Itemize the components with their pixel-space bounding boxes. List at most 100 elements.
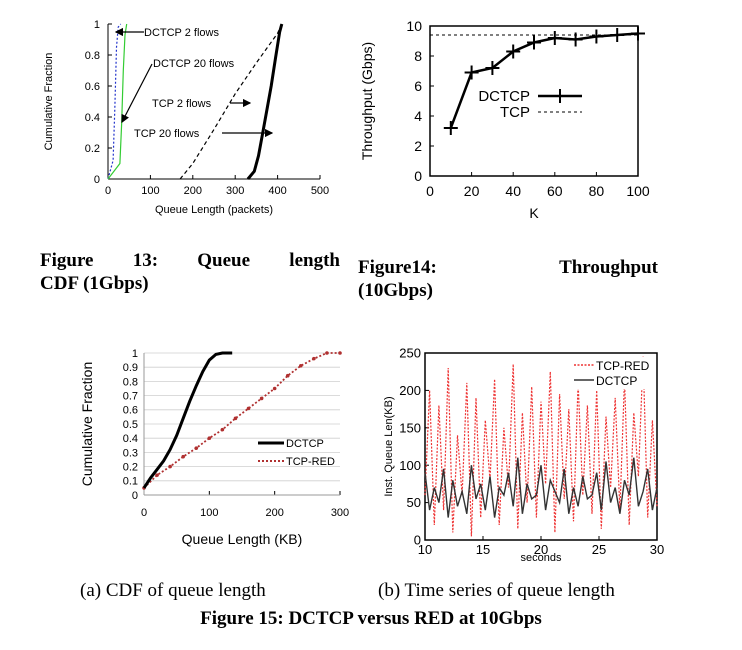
- data-point: [631, 26, 645, 41]
- x-axis-label: K: [529, 205, 539, 221]
- fig13-chart: 0 100 200 300 400 500 0 0.2 0.4 0.6 0.8 1 Queue Leng…: [43, 19, 329, 216]
- data-point: [610, 28, 625, 42]
- fig14-caption-line2: (10Gbps): [358, 280, 433, 301]
- series-line: [424, 356, 658, 537]
- data-point: [259, 396, 264, 401]
- x-tick-label: 300: [226, 185, 244, 197]
- data-point: [527, 35, 541, 50]
- y-tick-label: 0.3: [123, 447, 138, 459]
- legend-marker: [553, 89, 567, 103]
- fig13-caption-word: length: [289, 250, 340, 271]
- x-tick-label: 30: [650, 542, 664, 557]
- y-tick-label: 200: [399, 383, 421, 398]
- y-tick-label: 0.7: [123, 390, 138, 402]
- x-tick-label: 60: [547, 183, 563, 199]
- series-line: [179, 23, 283, 180]
- y-tick-label: 0: [414, 168, 422, 184]
- x-tick-label: 200: [265, 507, 283, 519]
- fig15b-chart: 10 15 20 25 30 0 50 100 150 200 250 seconds Inst. Qu…: [383, 346, 664, 564]
- legend-label: DCTCP: [596, 374, 637, 388]
- fig13-caption-word: Queue: [197, 250, 251, 271]
- data-point: [568, 32, 583, 47]
- y-tick-label: 0: [414, 533, 421, 548]
- y-tick-label: 0.4: [123, 433, 138, 445]
- y-tick-label: 150: [399, 420, 421, 435]
- fig14-caption-word: Throughput: [559, 257, 658, 278]
- x-tick-label: 20: [534, 542, 548, 557]
- fig14-chart: 0 20 40 60 80 100 0 2 4 6 8 10 K Throughput (Gbps) DCT…: [359, 18, 650, 221]
- data-point: [589, 29, 604, 44]
- legend-label: TCP: [500, 104, 530, 121]
- data-point: [181, 454, 185, 459]
- x-axis-label: seconds: [521, 552, 562, 564]
- data-point: [506, 44, 521, 59]
- data-point: [299, 363, 303, 368]
- y-tick-label: 0.4: [85, 112, 100, 124]
- x-tick-label: 200: [184, 185, 202, 197]
- data-point: [464, 65, 479, 80]
- x-tick-label: 0: [105, 185, 111, 197]
- fig14-caption: Figure 14: Throughput (10Gbps): [358, 256, 658, 302]
- y-tick-label: 0: [94, 174, 100, 186]
- annotation-label: TCP 20 flows: [134, 128, 200, 140]
- x-tick-label: 20: [464, 183, 480, 199]
- x-axis-label: Queue Length (packets): [155, 204, 273, 216]
- x-tick-label: 100: [141, 185, 159, 197]
- fig14-caption-word: Figure: [358, 257, 412, 278]
- x-axis-label: Queue Length (KB): [182, 531, 303, 547]
- y-tick-label: 6: [414, 78, 422, 94]
- legend-label: TCP-RED: [286, 456, 335, 468]
- x-tick-label: 400: [268, 185, 286, 197]
- annotation-label: DCTCP 20 flows: [153, 58, 235, 70]
- legend-box: [570, 357, 655, 389]
- legend-label: DCTCP: [286, 438, 324, 450]
- y-tick-label: 0.2: [123, 461, 138, 473]
- annotation-label: DCTCP 2 flows: [144, 27, 219, 39]
- data-point: [168, 464, 172, 469]
- y-tick-label: 8: [414, 48, 422, 64]
- annotation-arrow: [121, 63, 153, 124]
- x-tick-label: 500: [311, 185, 329, 197]
- x-tick-label: 80: [589, 183, 605, 199]
- fig14-caption-word: 14:: [411, 257, 437, 278]
- y-tick-label: 250: [399, 346, 421, 361]
- data-point: [272, 386, 277, 391]
- x-tick-label: 10: [418, 542, 432, 557]
- y-tick-label: 2: [414, 138, 422, 154]
- y-axis-label: Cumulative Fraction: [43, 53, 55, 151]
- plot-frame: [429, 25, 639, 177]
- x-tick-label: 0: [426, 183, 434, 199]
- y-tick-label: 1: [132, 348, 138, 360]
- data-point: [207, 436, 212, 440]
- y-tick-label: 0.1: [123, 476, 138, 488]
- data-point: [246, 406, 251, 411]
- data-point: [155, 473, 159, 477]
- data-point: [285, 373, 290, 378]
- x-tick-label: 25: [592, 542, 606, 557]
- data-point: [220, 427, 225, 432]
- y-tick-label: 0.6: [123, 405, 138, 417]
- data-point: [194, 446, 199, 450]
- fig15a-caption: (a) CDF of queue length: [80, 580, 266, 601]
- x-tick-label: 40: [505, 183, 521, 199]
- fig15a-chart: 0 100 200 300 0 0.1 0.2 0.3 0.4 0.5 0.6 0.7 0.8 0.9 1 Q…: [79, 348, 349, 547]
- fig13-caption-line2: CDF (1Gbps): [40, 273, 149, 294]
- fig13-caption-word: 13:: [132, 250, 159, 271]
- y-tick-label: 0.6: [85, 81, 100, 93]
- y-tick-label: 100: [399, 458, 421, 473]
- fig15-caption: Figure 15: DCTCP versus RED at 10Gbps: [200, 608, 542, 629]
- data-point: [325, 351, 329, 355]
- y-tick-label: 0: [132, 490, 138, 502]
- fig13-caption: Figure 13: Queue length CDF (1Gbps): [40, 249, 340, 295]
- data-point: [485, 61, 500, 75]
- y-axis-label: Inst. Queue Len(KB): [383, 396, 395, 496]
- y-tick-label: 0.5: [123, 419, 138, 431]
- data-point: [338, 351, 342, 355]
- x-tick-label: 100: [626, 183, 650, 199]
- series-line: [246, 23, 284, 180]
- data-point: [547, 31, 562, 45]
- legend-label: DCTCP: [478, 88, 530, 105]
- fig13-caption-word: Figure: [40, 250, 94, 271]
- data-point: [312, 356, 316, 361]
- y-axis-label: Throughput (Gbps): [359, 42, 375, 160]
